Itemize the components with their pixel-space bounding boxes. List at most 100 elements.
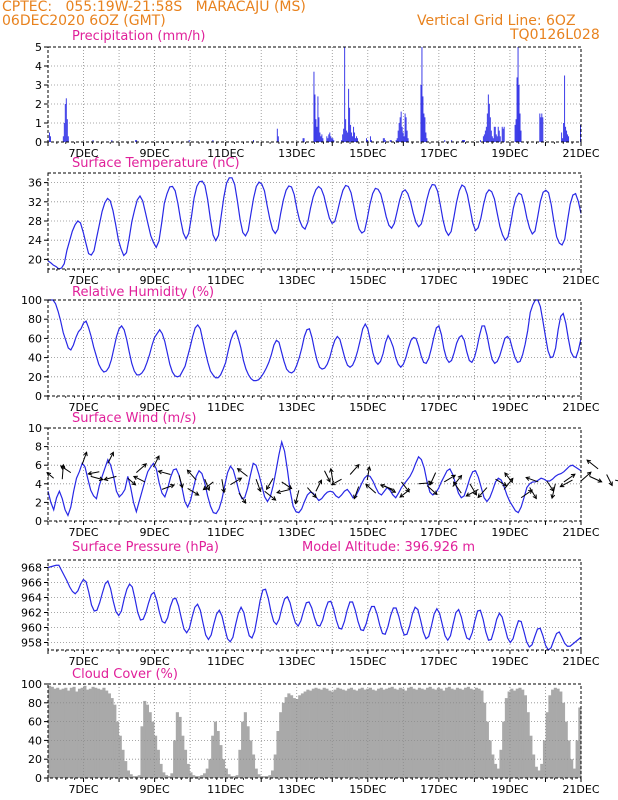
cloud-cover-bar bbox=[148, 712, 152, 778]
cloud-cover-bar bbox=[203, 773, 207, 778]
cloud-cover-bar bbox=[135, 776, 139, 778]
wind-arrow bbox=[238, 492, 246, 504]
cloud-cover-bar bbox=[175, 712, 179, 778]
cloud-cover-bar bbox=[317, 688, 321, 778]
cloud-cover-bar bbox=[406, 687, 411, 778]
cloud-cover-bar bbox=[124, 761, 128, 778]
cloud-cover-bar bbox=[48, 685, 52, 778]
cloud-cover-bar bbox=[83, 685, 87, 778]
x-tick-label: 21DEC bbox=[562, 655, 599, 668]
wind-arrow bbox=[615, 479, 618, 482]
wind-arrow bbox=[187, 469, 197, 481]
precipitation-bar bbox=[403, 136, 405, 142]
wind-arrow bbox=[606, 474, 613, 486]
x-tick-label: 21DEC bbox=[562, 274, 599, 287]
wind-arrow bbox=[443, 474, 456, 483]
cloud-cover-bar bbox=[154, 735, 158, 778]
cloud-cover-bar bbox=[281, 702, 285, 778]
wind-arrow-head bbox=[205, 486, 211, 492]
y-tick-label: 10 bbox=[28, 422, 42, 435]
wind-arrow bbox=[331, 478, 342, 486]
panel-title: Surface Temperature (nC) bbox=[72, 156, 240, 171]
cloud-cover-bar bbox=[189, 772, 193, 778]
x-tick-label: 17DEC bbox=[420, 147, 457, 160]
cloud-cover-bar bbox=[67, 690, 71, 778]
precipitation-bar bbox=[479, 140, 481, 142]
precipitation-bar bbox=[398, 123, 400, 142]
wind-arrow-head bbox=[452, 481, 458, 487]
precipitation-bar bbox=[407, 138, 409, 142]
precipitation-bar bbox=[401, 126, 403, 142]
y-tick-label: 5 bbox=[35, 41, 42, 54]
cloud-cover-bar bbox=[434, 689, 438, 778]
cloud-cover-bar bbox=[483, 702, 487, 778]
wind-arrow-head bbox=[472, 490, 477, 496]
wind-arrow-head bbox=[87, 470, 93, 476]
cloud-cover-bar bbox=[298, 695, 302, 778]
precipitation-bar bbox=[541, 113, 543, 142]
wind-arrow bbox=[546, 480, 554, 492]
wind-arrow-head bbox=[46, 472, 52, 477]
cloud-cover-bar bbox=[358, 688, 362, 778]
wind-arrow-head bbox=[329, 467, 334, 473]
wind-arrow-head bbox=[317, 479, 323, 485]
precipitation-bar bbox=[321, 134, 323, 142]
cloud-cover-bar bbox=[56, 687, 60, 778]
precipitation-bar bbox=[406, 130, 408, 142]
cloud-cover-bar bbox=[570, 759, 574, 778]
precipitation-bar bbox=[400, 111, 402, 142]
cloud-cover-bar bbox=[401, 688, 405, 778]
cloud-cover-bar bbox=[75, 691, 79, 778]
cloud-cover-bar bbox=[485, 721, 489, 778]
precipitation-bar bbox=[319, 132, 321, 142]
cloud-cover-bar bbox=[404, 690, 408, 778]
x-tick-label: 9DEC bbox=[140, 783, 170, 796]
cloud-cover-bar bbox=[390, 686, 394, 778]
cloud-cover-bar bbox=[493, 763, 498, 778]
precipitation-bar bbox=[64, 104, 66, 142]
x-tick-label: 7DEC bbox=[68, 274, 98, 287]
precipitation-bar bbox=[580, 124, 581, 142]
header-line3-right: TQ0126L028 bbox=[510, 27, 600, 43]
precipitation-bar bbox=[253, 140, 254, 142]
precipitation-bar bbox=[420, 85, 422, 142]
wind-arrow-head bbox=[550, 494, 556, 500]
wind-arrow-head bbox=[221, 488, 226, 494]
wind-arrow bbox=[551, 483, 556, 499]
precipitation-bar bbox=[49, 136, 51, 142]
cloud-cover-bar bbox=[257, 774, 261, 778]
precipitation-bar bbox=[491, 136, 493, 142]
wind-arrow-head bbox=[429, 480, 434, 486]
x-tick-label: 11DEC bbox=[207, 147, 244, 160]
wind-arrow-head bbox=[236, 468, 242, 473]
cloud-cover-bar bbox=[183, 749, 188, 778]
cloud-cover-bar bbox=[355, 690, 359, 778]
x-tick-label: 11DEC bbox=[207, 401, 244, 414]
x-tick-label: 7DEC bbox=[68, 655, 98, 668]
wind-arrow-head bbox=[405, 487, 410, 493]
cloud-cover-bar bbox=[314, 687, 318, 778]
y-tick-label: 20 bbox=[28, 371, 42, 384]
wind-arrow-head bbox=[202, 485, 208, 491]
x-tick-label: 9DEC bbox=[140, 526, 170, 539]
wind-arrow bbox=[133, 475, 146, 483]
cloud-cover-bar bbox=[363, 689, 367, 778]
cloud-cover-bar bbox=[368, 687, 373, 778]
cloud-cover-bar bbox=[86, 689, 90, 778]
y-tick-label: 960 bbox=[21, 622, 42, 635]
x-tick-label: 15DEC bbox=[349, 655, 386, 668]
precipitation-bar bbox=[568, 136, 570, 142]
precipitation-bar bbox=[347, 132, 349, 142]
wind-arrow bbox=[266, 477, 274, 490]
cloud-cover-bar bbox=[102, 687, 106, 778]
precipitation-bar bbox=[516, 77, 518, 142]
y-tick-label: 8 bbox=[35, 441, 42, 454]
precipitation-bar bbox=[302, 138, 304, 142]
cloud-cover-bar bbox=[94, 687, 98, 778]
precipitation-bar bbox=[425, 132, 427, 142]
cloud-cover-bar bbox=[352, 689, 356, 778]
x-tick-label: 13DEC bbox=[278, 147, 315, 160]
precipitation-bar bbox=[341, 140, 343, 142]
cloud-cover-bar bbox=[200, 775, 204, 778]
precipitation-bar bbox=[276, 128, 278, 142]
